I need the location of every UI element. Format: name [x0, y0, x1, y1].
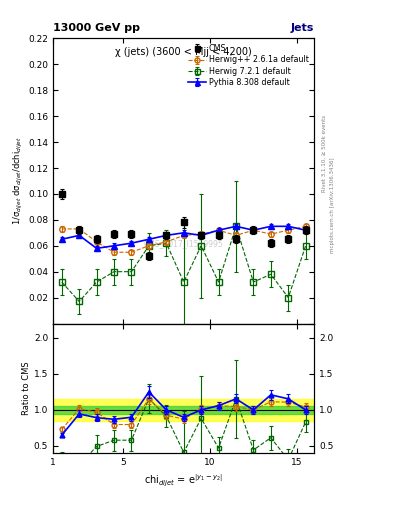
Text: Jets: Jets: [291, 23, 314, 33]
Bar: [53, 399, 314, 421]
Bar: [53, 407, 314, 414]
Y-axis label: Ratio to CMS: Ratio to CMS: [22, 361, 31, 415]
Text: mcplots.cern.ch [arXiv:1306.3436]: mcplots.cern.ch [arXiv:1306.3436]: [330, 157, 334, 252]
X-axis label: chi$_{dijet}$ = e$^{|y_1 - y_2|}$: chi$_{dijet}$ = e$^{|y_1 - y_2|}$: [144, 473, 223, 489]
Legend: CMS, Herwig++ 2.6.1a default, Herwig 7.2.1 default, Pythia 8.308 default: CMS, Herwig++ 2.6.1a default, Herwig 7.2…: [186, 42, 310, 89]
Text: Rivet 3.1.10, ≥ 500k events: Rivet 3.1.10, ≥ 500k events: [322, 115, 327, 192]
Y-axis label: 1/σ$_{dijet}$ dσ$_{dijet}$/dchi$_{dijet}$: 1/σ$_{dijet}$ dσ$_{dijet}$/dchi$_{dijet}…: [12, 137, 25, 225]
Text: χ (jets) (3600 < Mjj < 4200): χ (jets) (3600 < Mjj < 4200): [116, 47, 252, 57]
Text: 13000 GeV pp: 13000 GeV pp: [53, 23, 140, 33]
Text: CMS_2017_I1519995: CMS_2017_I1519995: [144, 239, 224, 248]
